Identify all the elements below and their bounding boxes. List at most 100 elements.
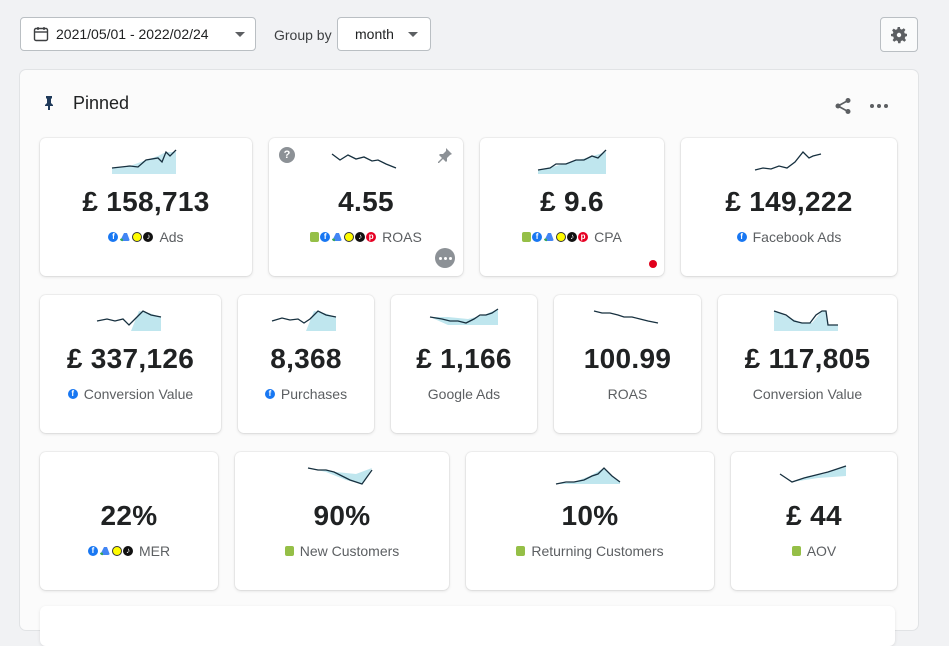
- sparkline-chart: [779, 465, 847, 483]
- metric-label-row: f ♪ Ads: [40, 229, 252, 245]
- pinned-panel: Pinned £ 158,713 f ♪ Ads ?: [20, 70, 918, 646]
- metric-card[interactable]: ? 4.55 f ♪ p ROAS: [269, 138, 463, 276]
- shopify-icon: [310, 232, 320, 242]
- sparkline-chart: [537, 149, 607, 174]
- source-icons: f ♪: [108, 232, 154, 242]
- metric-card[interactable]: 90% New Customers: [235, 452, 449, 590]
- metric-card[interactable]: 22% f ♪ MER: [40, 452, 218, 590]
- group-by-label: Group by: [274, 27, 332, 43]
- share-icon[interactable]: [834, 97, 852, 115]
- metric-value: 100.99: [583, 343, 672, 374]
- metric-card[interactable]: 10% Returning Customers: [466, 452, 714, 590]
- metric-card[interactable]: £ 9.6 f ♪ p CPA: [480, 138, 664, 276]
- metric-label: Purchases: [280, 386, 348, 402]
- pinterest-icon: p: [366, 232, 377, 242]
- metric-label: ROAS: [607, 386, 648, 402]
- alert-dot: [649, 260, 657, 268]
- sparkline-chart: [111, 149, 177, 174]
- metric-card[interactable]: £ 117,805 Conversion Value: [718, 295, 897, 433]
- snapchat-icon: [132, 232, 143, 242]
- sparkline-chart: [96, 310, 161, 331]
- metric-label-row: Returning Customers: [466, 543, 714, 559]
- metric-label: Returning Customers: [531, 543, 664, 559]
- pin-icon: [45, 96, 53, 110]
- chevron-down-icon: [235, 31, 245, 37]
- date-range-picker[interactable]: 2021/05/01 - 2022/02/24: [20, 17, 256, 51]
- facebook-icon: f: [264, 389, 275, 399]
- source-icons: f: [736, 232, 748, 242]
- metric-value: £ 9.6: [540, 186, 604, 217]
- tiktok-icon: ♪: [143, 232, 154, 242]
- facebook-icon: f: [87, 546, 98, 556]
- metric-card[interactable]: 100.99 ROAS: [554, 295, 701, 433]
- source-icons: f ♪: [87, 546, 134, 556]
- sparkline-chart: [773, 310, 838, 331]
- sparkline-chart: [429, 308, 499, 325]
- more-options-button[interactable]: [435, 248, 455, 268]
- metric-label: Conversion Value: [752, 386, 863, 402]
- metric-label: Ads: [159, 229, 184, 245]
- metric-label-row: f Purchases: [238, 386, 374, 402]
- metric-label-row: New Customers: [235, 543, 449, 559]
- metric-card[interactable]: £ 1,166 Google Ads: [391, 295, 537, 433]
- metric-value: £ 337,126: [66, 343, 195, 374]
- metric-label: CPA: [594, 229, 622, 245]
- source-icons: f: [264, 389, 276, 399]
- metric-label-row: ROAS: [554, 386, 701, 402]
- snapchat-icon: [556, 232, 567, 242]
- source-icons: [791, 546, 802, 556]
- metric-card[interactable]: 8,368 f Purchases: [238, 295, 374, 433]
- source-icons: f: [67, 389, 79, 399]
- more-options-icon[interactable]: [870, 104, 888, 108]
- next-row-card[interactable]: [40, 606, 895, 646]
- metric-value: 22%: [100, 500, 158, 531]
- source-icons: f ♪ p: [310, 232, 377, 242]
- date-range-value: 2021/05/01 - 2022/02/24: [56, 26, 209, 42]
- metric-value: 10%: [561, 500, 619, 531]
- shopify-icon: [791, 546, 801, 556]
- group-by-value: month: [355, 26, 394, 42]
- shopify-icon: [522, 232, 532, 242]
- calendar-icon: [33, 27, 49, 42]
- help-icon[interactable]: ?: [279, 147, 295, 163]
- metric-label: New Customers: [299, 543, 400, 559]
- metric-label-row: Conversion Value: [718, 386, 897, 402]
- metric-card[interactable]: £ 44 AOV: [731, 452, 897, 590]
- shopify-icon: [516, 546, 526, 556]
- metric-label-row: AOV: [731, 543, 897, 559]
- sparkline-chart: [555, 467, 621, 485]
- sparkline-chart: [271, 310, 337, 331]
- sparkline-chart: [593, 310, 658, 324]
- snapchat-icon: [344, 232, 355, 242]
- metric-value: £ 117,805: [744, 343, 871, 374]
- facebook-icon: f: [108, 232, 119, 242]
- metric-value: £ 1,166: [416, 343, 512, 374]
- tiktok-icon: ♪: [567, 232, 578, 242]
- tiktok-icon: ♪: [122, 546, 133, 556]
- google-ads-icon: [99, 547, 110, 556]
- metric-value: £ 149,222: [725, 186, 853, 217]
- metric-value: 90%: [313, 500, 371, 531]
- group-by-select[interactable]: month: [337, 17, 431, 51]
- sparkline-chart: [331, 153, 397, 169]
- facebook-icon: f: [532, 232, 543, 242]
- facebook-icon: f: [736, 232, 747, 242]
- metric-label: Conversion Value: [83, 386, 194, 402]
- metric-card[interactable]: £ 337,126 f Conversion Value: [40, 295, 221, 433]
- metric-label-row: f Conversion Value: [40, 386, 221, 402]
- google-ads-icon: [120, 233, 131, 242]
- metric-card[interactable]: £ 158,713 f ♪ Ads: [40, 138, 252, 276]
- snapchat-icon: [111, 546, 122, 556]
- settings-button[interactable]: [880, 17, 918, 52]
- metric-label: Google Ads: [427, 386, 501, 402]
- metric-label: MER: [138, 543, 171, 559]
- chevron-down-icon: [408, 31, 418, 37]
- metric-label-row: f ♪ p CPA: [480, 229, 664, 245]
- gear-icon: [891, 26, 907, 43]
- metric-card[interactable]: £ 149,222 f Facebook Ads: [681, 138, 897, 276]
- metric-value: £ 158,713: [82, 186, 210, 217]
- pin-icon[interactable]: [437, 147, 453, 163]
- metric-label: ROAS: [382, 229, 422, 245]
- tiktok-icon: ♪: [355, 232, 366, 242]
- shopify-icon: [284, 546, 294, 556]
